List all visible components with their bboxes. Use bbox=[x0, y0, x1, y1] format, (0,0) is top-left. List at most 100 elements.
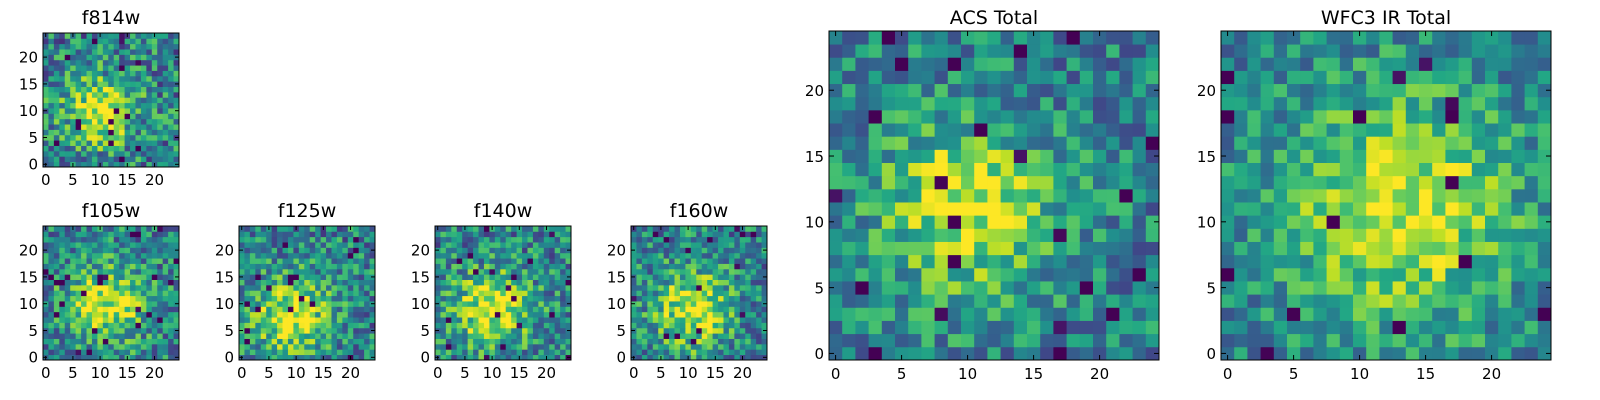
heatmap-cell bbox=[868, 215, 883, 229]
heatmap-cell bbox=[358, 343, 365, 350]
heatmap-cell bbox=[173, 279, 180, 286]
heatmap-cell bbox=[331, 333, 338, 339]
heatmap-cell bbox=[565, 284, 572, 291]
heatmap-cell bbox=[1234, 215, 1248, 229]
heatmap-cell bbox=[750, 333, 757, 339]
heatmap-cell bbox=[315, 263, 321, 270]
heatmap-cell bbox=[320, 327, 327, 334]
heatmap-cell bbox=[1419, 254, 1433, 269]
heatmap-cell bbox=[124, 54, 131, 61]
heatmap-cell bbox=[358, 327, 365, 334]
heatmap-cell bbox=[511, 263, 517, 270]
heatmap-cell bbox=[947, 57, 962, 71]
heatmap-cell bbox=[48, 86, 55, 93]
heatmap-cell bbox=[750, 242, 757, 248]
heatmap-cell bbox=[309, 306, 316, 313]
heatmap-cell bbox=[135, 97, 142, 104]
heatmap-cell bbox=[119, 226, 125, 232]
heatmap-cell bbox=[1040, 202, 1054, 216]
heatmap-cell bbox=[478, 343, 485, 350]
heatmap-cell bbox=[881, 333, 896, 348]
heatmap-cell bbox=[631, 258, 637, 264]
heatmap-cell bbox=[358, 290, 365, 297]
heatmap-cell bbox=[130, 118, 136, 125]
heatmap-cell bbox=[304, 333, 311, 339]
heatmap-cell bbox=[549, 349, 556, 356]
heatmap-cell bbox=[473, 279, 479, 286]
heatmap-cell bbox=[168, 59, 174, 66]
heatmap-cell bbox=[739, 263, 746, 270]
heatmap-cell bbox=[1485, 320, 1499, 335]
heatmap-cell bbox=[91, 268, 98, 275]
heatmap-cell bbox=[868, 267, 883, 282]
heatmap-cell bbox=[336, 268, 343, 275]
heatmap-cell bbox=[1013, 267, 1028, 282]
heatmap-cell bbox=[119, 290, 125, 297]
heatmap-cell bbox=[1353, 136, 1367, 150]
heatmap-cell bbox=[146, 226, 153, 232]
heatmap-cell bbox=[1132, 70, 1147, 85]
heatmap-cell bbox=[445, 333, 452, 339]
heatmap-cell bbox=[1066, 175, 1081, 190]
heatmap-cell bbox=[130, 327, 136, 334]
heatmap-cell bbox=[712, 258, 719, 264]
heatmap-cell bbox=[500, 274, 507, 280]
heatmap-cell bbox=[1471, 83, 1486, 98]
y-tick-label: 10 bbox=[19, 102, 38, 120]
heatmap-cell bbox=[157, 91, 164, 98]
heatmap-cell bbox=[140, 113, 147, 120]
heatmap-cell bbox=[868, 188, 883, 203]
heatmap-cell bbox=[505, 284, 512, 291]
heatmap-cell bbox=[70, 129, 77, 136]
heatmap-cell bbox=[271, 349, 278, 356]
heatmap-cell bbox=[1379, 254, 1393, 269]
heatmap-cell bbox=[462, 343, 469, 350]
heatmap-cell bbox=[1524, 70, 1539, 85]
heatmap-cell bbox=[91, 333, 98, 339]
heatmap-cell bbox=[440, 268, 447, 275]
heatmap-cell bbox=[1313, 333, 1327, 348]
heatmap-cell bbox=[690, 301, 697, 307]
heatmap-cell bbox=[543, 258, 550, 264]
heatmap-cell bbox=[86, 268, 93, 275]
heatmap-cell bbox=[658, 311, 665, 318]
heatmap-cell bbox=[249, 295, 256, 302]
heatmap-cell bbox=[842, 162, 856, 177]
heatmap-cell bbox=[151, 59, 158, 66]
heatmap-cell bbox=[1458, 188, 1473, 203]
heatmap-cell bbox=[298, 263, 305, 270]
heatmap-cell bbox=[636, 279, 643, 286]
heatmap-cell bbox=[43, 284, 49, 291]
heatmap-cell bbox=[478, 274, 485, 280]
heatmap-cell bbox=[53, 290, 60, 297]
heatmap-cell bbox=[48, 338, 55, 345]
heatmap-cell bbox=[934, 83, 949, 98]
heatmap-cell bbox=[451, 252, 458, 259]
heatmap-cell bbox=[451, 327, 458, 334]
y-tick-label: 15 bbox=[607, 268, 626, 286]
heatmap-cell bbox=[1132, 136, 1147, 150]
heatmap-cell bbox=[135, 354, 142, 361]
heatmap-cell bbox=[707, 247, 713, 254]
heatmap-cell bbox=[1273, 188, 1288, 203]
heatmap-cell bbox=[113, 86, 120, 93]
heatmap-cell bbox=[130, 263, 136, 270]
heatmap-cell bbox=[739, 322, 746, 329]
heatmap-cell bbox=[1093, 294, 1107, 308]
heatmap-cell bbox=[108, 38, 115, 45]
heatmap-cell bbox=[663, 343, 670, 350]
heatmap-cell bbox=[1079, 83, 1094, 98]
heatmap-cell bbox=[734, 274, 741, 280]
heatmap-cell bbox=[249, 311, 256, 318]
heatmap-cell bbox=[511, 236, 517, 243]
heatmap-cell bbox=[1260, 228, 1275, 242]
heatmap-cell bbox=[921, 83, 935, 98]
heatmap-cell bbox=[146, 33, 153, 39]
heatmap-cell bbox=[554, 322, 561, 329]
heatmap-cell bbox=[674, 252, 681, 259]
heatmap-cell bbox=[445, 327, 452, 334]
heatmap-cell bbox=[745, 327, 752, 334]
heatmap-cell bbox=[445, 290, 452, 297]
heatmap-cell bbox=[934, 136, 949, 150]
heatmap-cell bbox=[293, 284, 300, 291]
